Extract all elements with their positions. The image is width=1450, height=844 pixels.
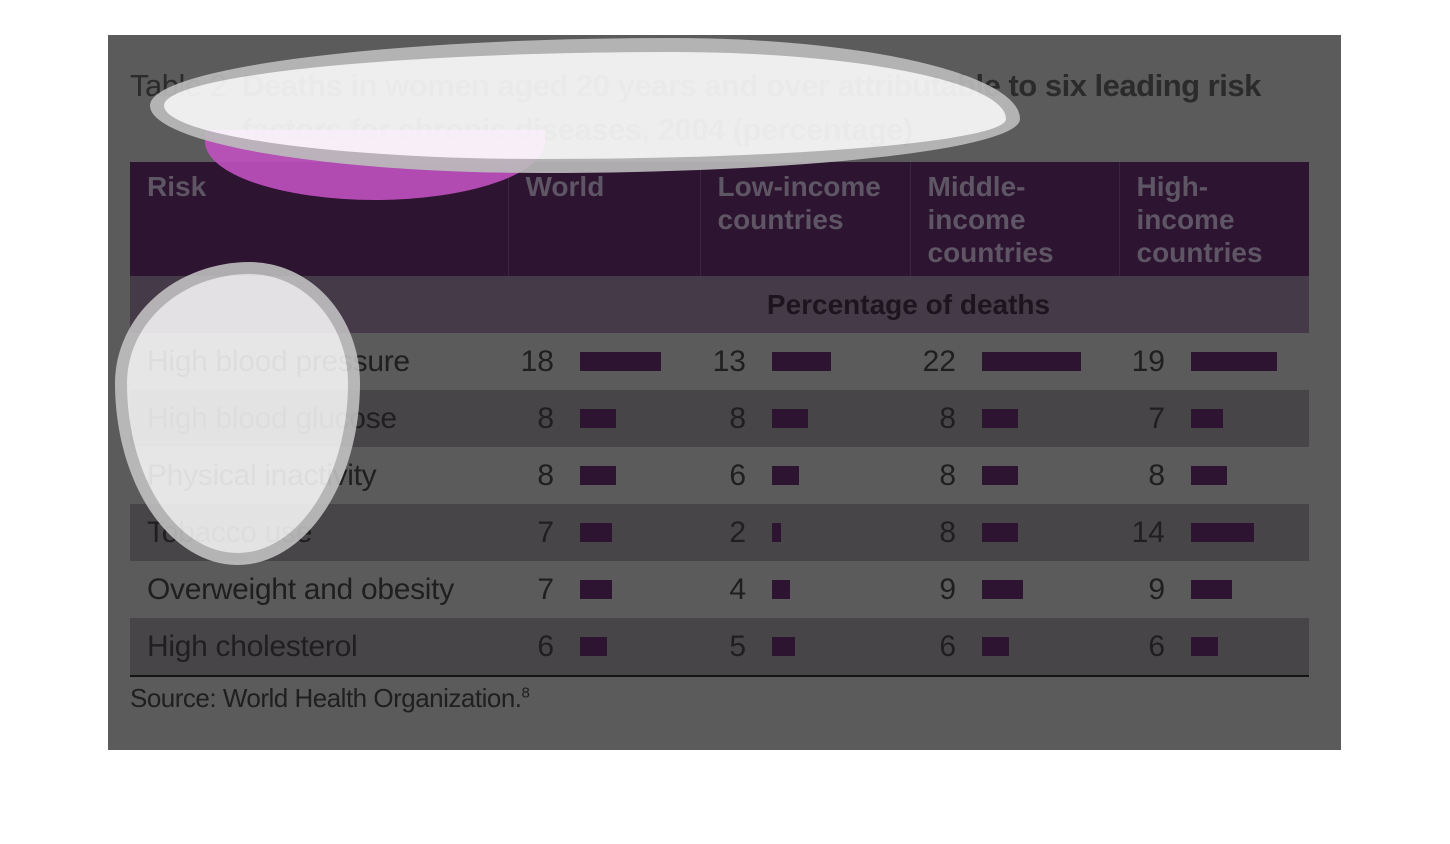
value-label: 8 [537, 458, 554, 492]
value-bar [1191, 352, 1277, 371]
table-row: Overweight and obesity 7 4 9 9 [130, 561, 1309, 618]
value-bar [772, 409, 808, 428]
row-label: High cholesterol [130, 618, 508, 677]
value-cell: 18 [508, 333, 700, 390]
value-bar [772, 523, 781, 542]
value-label: 8 [537, 401, 554, 435]
value-cell: 8 [910, 447, 1119, 504]
value-label: 19 [1131, 344, 1165, 378]
table-row: High cholesterol 6 5 6 6 [130, 618, 1309, 677]
value-cell: 8 [508, 390, 700, 447]
value-cell: 8 [508, 447, 700, 504]
value-bar [772, 637, 795, 656]
value-cell: 7 [508, 504, 700, 561]
value-bar [1191, 523, 1254, 542]
source-footnote: 8 [521, 684, 530, 702]
value-cell: 19 [1119, 333, 1309, 390]
value-cell: 6 [1119, 618, 1309, 677]
value-cell: 22 [910, 333, 1119, 390]
value-label: 8 [939, 401, 956, 435]
value-label: 22 [922, 344, 956, 378]
value-cell: 14 [1119, 504, 1309, 561]
value-bar [982, 523, 1018, 542]
value-bar [580, 466, 616, 485]
row-label: Overweight and obesity [130, 561, 508, 618]
source-note: Source: World Health Organization.8 [130, 683, 530, 714]
value-bar [580, 637, 607, 656]
value-label: 6 [939, 629, 956, 663]
value-bar [982, 580, 1023, 599]
value-label: 8 [729, 401, 746, 435]
value-label: 9 [1148, 572, 1165, 606]
value-bar [580, 409, 616, 428]
value-label: 6 [729, 458, 746, 492]
value-cell: 7 [508, 561, 700, 618]
value-label: 8 [939, 458, 956, 492]
value-label: 14 [1131, 515, 1165, 549]
value-label: 2 [729, 515, 746, 549]
value-label: 13 [712, 344, 746, 378]
value-label: 5 [729, 629, 746, 663]
value-cell: 4 [700, 561, 910, 618]
value-cell: 5 [700, 618, 910, 677]
column-header-middle-income: Middle-income countries [909, 162, 1119, 276]
value-label: 8 [1148, 458, 1165, 492]
value-bar [580, 352, 661, 371]
value-cell: 6 [508, 618, 700, 677]
value-cell: 2 [700, 504, 910, 561]
header-row: Risk World Low-income countries Middle-i… [130, 162, 1309, 276]
value-bar [982, 352, 1081, 371]
value-bar [982, 409, 1018, 428]
value-label: 4 [729, 572, 746, 606]
value-bar [1191, 580, 1232, 599]
value-bar [580, 523, 612, 542]
value-bar [580, 580, 612, 599]
value-cell: 6 [910, 618, 1119, 677]
value-label: 9 [939, 572, 956, 606]
column-header-world: World [507, 162, 700, 276]
value-cell: 8 [910, 504, 1119, 561]
value-label: 6 [1148, 629, 1165, 663]
column-header-low-income: Low-income countries [699, 162, 910, 276]
value-label: 7 [1148, 401, 1165, 435]
value-label: 7 [537, 572, 554, 606]
value-cell: 9 [910, 561, 1119, 618]
value-label: 18 [520, 344, 554, 378]
value-label: 8 [939, 515, 956, 549]
value-cell: 8 [700, 390, 910, 447]
value-bar [1191, 466, 1227, 485]
value-cell: 8 [910, 390, 1119, 447]
column-header-high-income: High-income countries [1118, 162, 1309, 276]
value-label: 7 [537, 515, 554, 549]
value-cell: 6 [700, 447, 910, 504]
value-bar [772, 352, 831, 371]
value-bar [982, 637, 1009, 656]
value-bar [982, 466, 1018, 485]
value-cell: 9 [1119, 561, 1309, 618]
value-label: 6 [537, 629, 554, 663]
value-bar [1191, 409, 1223, 428]
source-text: Source: World Health Organization. [130, 683, 522, 713]
value-bar [1191, 637, 1218, 656]
value-cell: 7 [1119, 390, 1309, 447]
value-cell: 13 [700, 333, 910, 390]
value-bar [772, 466, 799, 485]
value-cell: 8 [1119, 447, 1309, 504]
subheader-percentage: Percentage of deaths [508, 276, 1309, 333]
value-bar [772, 580, 790, 599]
